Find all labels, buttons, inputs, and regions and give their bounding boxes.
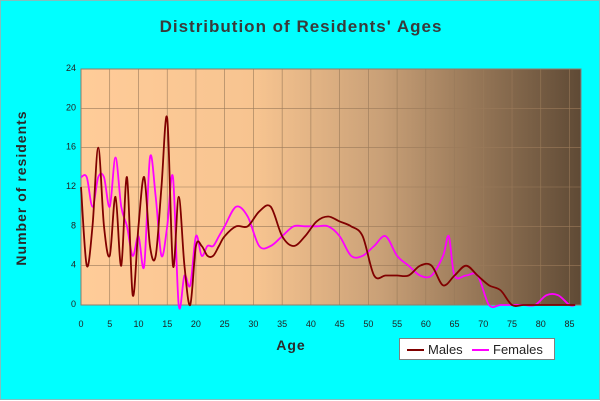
x-tick-label: 25 (220, 319, 230, 329)
y-tick-label: 12 (66, 181, 76, 191)
x-tick-label: 15 (162, 319, 172, 329)
x-tick-label: 0 (78, 319, 83, 329)
legend-label-females: Females (493, 342, 543, 357)
chart-title: Distribution of Residents' Ages (159, 17, 443, 36)
x-tick-label: 5 (107, 319, 112, 329)
y-tick-label: 8 (71, 220, 76, 230)
legend-item-females: Females (472, 342, 543, 357)
x-tick-label: 60 (421, 319, 431, 329)
legend-item-males: Males (407, 342, 463, 357)
y-tick-label: 20 (66, 102, 76, 112)
x-axis-title: Age (276, 337, 306, 353)
x-tick-label: 50 (363, 319, 373, 329)
x-tick-label: 20 (191, 319, 201, 329)
x-tick-label: 85 (564, 319, 574, 329)
y-tick-label: 24 (66, 63, 76, 73)
x-tick-label: 45 (335, 319, 345, 329)
legend-label-males: Males (428, 342, 463, 357)
series-line-males (80, 115, 576, 307)
x-tick-label: 30 (248, 319, 258, 329)
x-tick-label: 65 (450, 319, 460, 329)
x-tick-label: 75 (507, 319, 517, 329)
x-tick-label: 10 (133, 319, 143, 329)
y-tick-label: 16 (66, 142, 76, 152)
legend-swatch-females (472, 348, 489, 351)
x-tick-label: 35 (277, 319, 287, 329)
x-tick-label: 70 (478, 319, 488, 329)
y-tick-label: 0 (71, 299, 76, 309)
x-tick-label: 40 (306, 319, 316, 329)
x-tick-label: 80 (536, 319, 546, 329)
y-tick-label: 4 (71, 260, 76, 270)
grid-lines (80, 68, 581, 306)
series-lines (80, 115, 576, 310)
legend: Males Females (399, 338, 555, 360)
x-tick-label: 55 (392, 319, 402, 329)
legend-swatch-males (407, 348, 424, 351)
axis-labels: 0 5 10 15 20 25 30 35 40 45 50 55 60 65 70 75 80 85 0 4 8 12 1… (66, 63, 575, 329)
